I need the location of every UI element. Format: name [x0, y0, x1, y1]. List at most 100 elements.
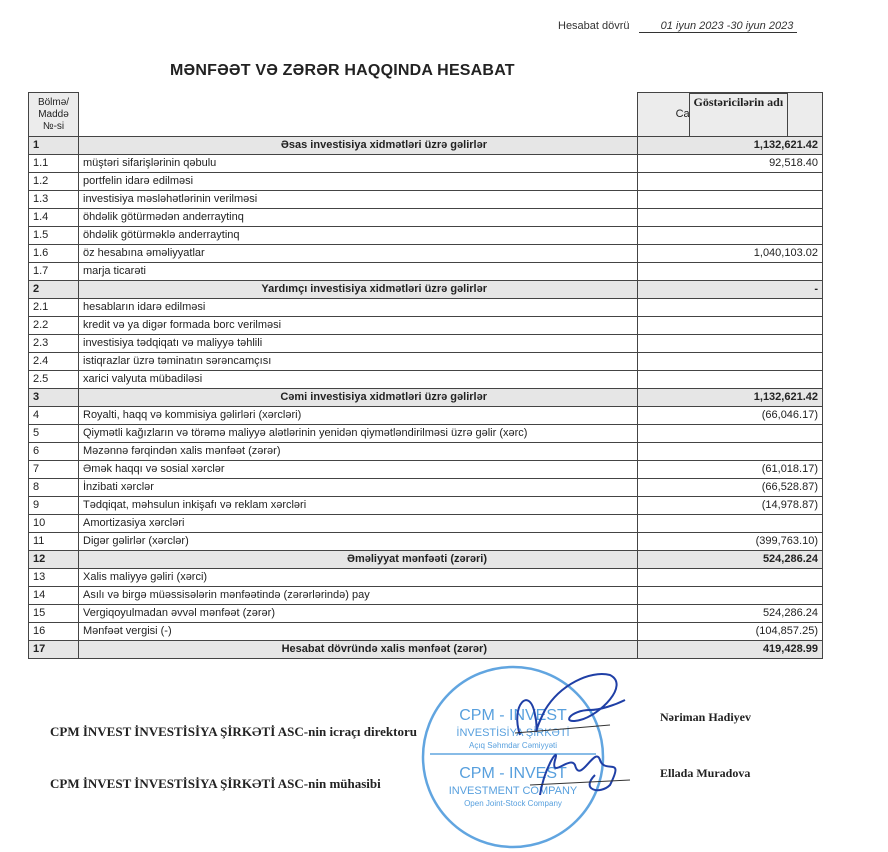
table-row: 2.2 kredit və ya digər formada borc veril…	[28, 316, 823, 335]
signature-name-accountant: Ellada Muradova	[660, 766, 751, 780]
row-number: 1.6	[28, 244, 79, 263]
row-label: Xalis maliyyə gəliri (xərci)	[78, 568, 638, 587]
row-number: 1.7	[28, 262, 79, 281]
table-row: 1.5 öhdəlik götürməklə anderraytinq	[28, 226, 823, 245]
row-number: 1.2	[28, 172, 79, 191]
row-label: Digər gəlirlər (xərclər)	[78, 532, 638, 551]
row-value: (66,528.87)	[637, 478, 823, 497]
table-row: 10 Amortizasiya xərcləri	[28, 514, 823, 533]
table-section-row: 17 Hesabat dövründə xalis mənfəət (zərər)…	[28, 640, 823, 659]
row-value	[637, 172, 823, 191]
stamp-line: CPM - INVEST	[459, 765, 567, 782]
row-number: 16	[28, 622, 79, 641]
signature-role-accountant: CPM İNVEST İNVESTİSİYA ŞİRKƏTİ ASC-nin m…	[50, 776, 381, 791]
row-value	[637, 262, 823, 281]
column-header-number: Bölmə/ Maddə №-si	[28, 92, 79, 137]
row-value	[637, 586, 823, 605]
row-label: Məzənnə fərqindən xalis mənfəət (zərər)	[78, 442, 638, 461]
row-number: 2	[28, 280, 79, 299]
row-value: 92,518.40	[637, 154, 823, 173]
table-row: 5 Qiymətli kağızların və törəmə maliyyə a…	[28, 424, 823, 443]
row-value: (66,046.17)	[637, 406, 823, 425]
row-label: Mənfəət vergisi (-)	[78, 622, 638, 641]
table-row: 2.1 hesabların idarə edilməsi	[28, 298, 823, 317]
row-label: öz hesabına əməliyyatlar	[78, 244, 638, 263]
stamp-line: Açıq Səhmdar Cəmiyyəti	[469, 741, 557, 750]
row-number: 12	[28, 550, 79, 569]
row-label: Əməliyyat mənfəəti (zərəri)	[78, 550, 638, 569]
row-value	[637, 568, 823, 587]
table-row: 1.3 investisiya məsləhətlərinin verilməsi	[28, 190, 823, 209]
table-section-row: 1 Əsas investisiya xidmətləri üzrə gəlirl…	[28, 136, 823, 155]
row-label: marja ticarəti	[78, 262, 638, 281]
signature-role-director: CPM İNVEST İNVESTİSİYA ŞİRKƏTİ ASC-nin i…	[50, 724, 417, 739]
table-row: 15 Vergiqoyulmadan əvvəl mənfəət (zərər) 5…	[28, 604, 823, 623]
row-number: 6	[28, 442, 79, 461]
row-label: Əsas investisiya xidmətləri üzrə gəlirlə…	[78, 136, 638, 155]
table-row: 7 Əmək haqqı və sosial xərclər (61,018.17)	[28, 460, 823, 479]
row-number: 1.5	[28, 226, 79, 245]
row-label: Asılı və birgə müəssisələrin mənfəətində…	[78, 586, 638, 605]
row-number: 2.5	[28, 370, 79, 389]
row-value: (104,857.25)	[637, 622, 823, 641]
row-number: 3	[28, 388, 79, 407]
row-label: Yardımçı investisiya xidmətləri üzrə gəl…	[78, 280, 638, 299]
stamp-line: Open Joint-Stock Company	[464, 799, 562, 808]
row-value: 1,132,621.42	[637, 136, 823, 155]
row-value	[637, 226, 823, 245]
row-label: İnzibati xərclər	[78, 478, 638, 497]
row-value: -	[637, 280, 823, 299]
stamp-line: İNVESTİSİYA ŞİRKƏTİ	[456, 726, 569, 739]
row-label: Vergiqoyulmadan əvvəl mənfəət (zərər)	[78, 604, 638, 623]
row-number: 11	[28, 532, 79, 551]
row-value	[637, 424, 823, 443]
row-label: Qiymətli kağızların və törəmə maliyyə al…	[78, 424, 638, 443]
row-number: 2.4	[28, 352, 79, 371]
table-row: 1.6 öz hesabına əməliyyatlar 1,040,103.02	[28, 244, 823, 263]
row-value	[637, 442, 823, 461]
row-number: 15	[28, 604, 79, 623]
table-row: 8 İnzibati xərclər (66,528.87)	[28, 478, 823, 497]
table-row: 1.7 marja ticarəti	[28, 262, 823, 281]
stamp-line: INVESTMENT COMPANY	[449, 785, 578, 797]
row-number: 13	[28, 568, 79, 587]
table-section-row: 12 Əməliyyat mənfəəti (zərəri) 524,286.24	[28, 550, 823, 569]
table-row: 4 Royalti, haqq və kommisiya gəlirləri (x…	[28, 406, 823, 425]
row-label: investisiya tədqiqatı və maliyyə təhlili	[78, 334, 638, 353]
row-label: portfelin idarə edilməsi	[78, 172, 638, 191]
row-number: 8	[28, 478, 79, 497]
handwritten-signatures	[514, 673, 631, 796]
table-row: 2.4 istiqrazlar üzrə təminatın sərəncamçı…	[28, 352, 823, 371]
table-row: 14 Asılı və birgə müəssisələrin mənfəətin…	[28, 586, 823, 605]
row-value: (399,763.10)	[637, 532, 823, 551]
row-value: 524,286.24	[637, 604, 823, 623]
row-value: 419,428.99	[637, 640, 823, 659]
row-label: investisiya məsləhətlərinin verilməsi	[78, 190, 638, 209]
table-row: 1.2 portfelin idarə edilməsi	[28, 172, 823, 191]
row-value: (14,978.87)	[637, 496, 823, 515]
row-number: 1.3	[28, 190, 79, 209]
table-section-row: 2 Yardımçı investisiya xidmətləri üzrə gə…	[28, 280, 823, 299]
table-row: 6 Məzənnə fərqindən xalis mənfəət (zərər)	[28, 442, 823, 461]
row-label: xarici valyuta mübadiləsi	[78, 370, 638, 389]
row-label: Cəmi investisiya xidmətləri üzrə gəlirlə…	[78, 388, 638, 407]
row-value: 1,040,103.02	[637, 244, 823, 263]
period-label: Hesabat dövrü	[558, 20, 630, 32]
row-number: 4	[28, 406, 79, 425]
row-number: 2.3	[28, 334, 79, 353]
table-row: 16 Mənfəət vergisi (-) (104,857.25)	[28, 622, 823, 641]
table-row: 11 Digər gəlirlər (xərclər) (399,763.10)	[28, 532, 823, 551]
page-title: MƏNFƏƏT VƏ ZƏRƏR HAQQINDA HESABAT	[170, 62, 515, 79]
row-value	[637, 190, 823, 209]
row-number: 5	[28, 424, 79, 443]
row-label: istiqrazlar üzrə təminatın sərəncamçısı	[78, 352, 638, 371]
row-value	[637, 298, 823, 317]
row-value	[637, 208, 823, 227]
row-label: Əmək haqqı və sosial xərclər	[78, 460, 638, 479]
row-label: müştəri sifarişlərinin qəbulu	[78, 154, 638, 173]
column-header-indicator: Göstəricilərin adı	[688, 92, 789, 137]
signature-name-director: Nəriman Hadiyev	[660, 710, 751, 724]
row-number: 17	[28, 640, 79, 659]
row-number: 10	[28, 514, 79, 533]
table-section-row: 3 Cəmi investisiya xidmətləri üzrə gəlirl…	[28, 388, 823, 407]
